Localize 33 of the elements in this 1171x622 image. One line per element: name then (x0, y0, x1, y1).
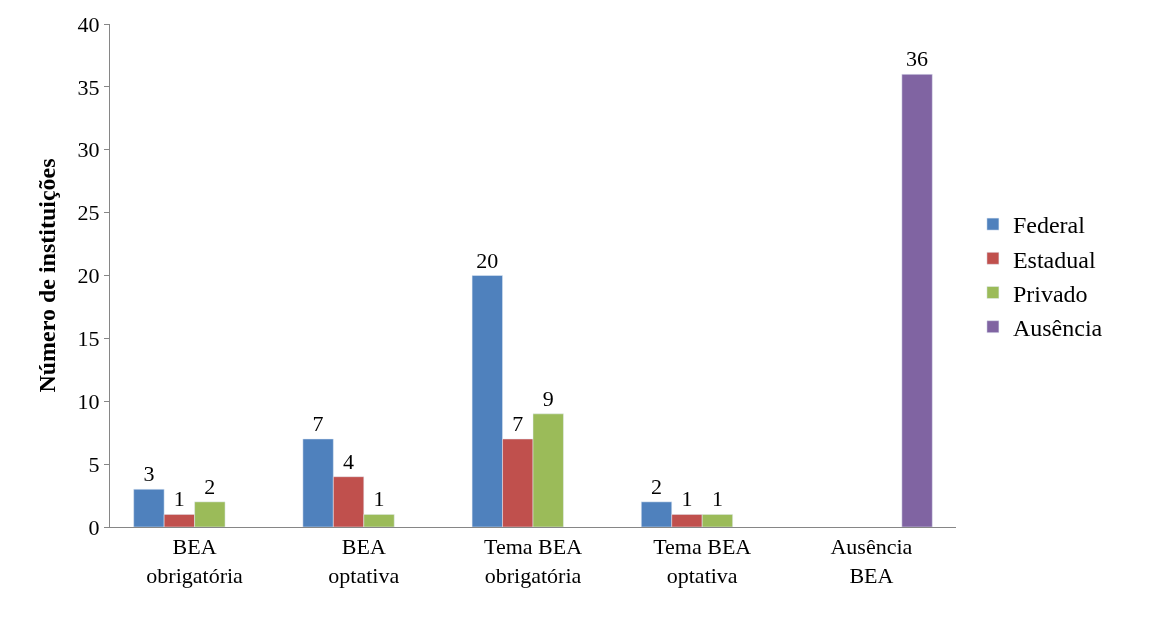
y-tick-label: 15 (77, 326, 100, 352)
legend-label: Estadual (1012, 246, 1096, 273)
data-label: 36 (906, 46, 929, 72)
bar (901, 74, 933, 527)
legend-label: Ausência (1012, 315, 1103, 342)
x-tick-label: Tema BEA optativa (653, 534, 752, 588)
legend-label: Privado (1012, 280, 1088, 307)
x-tick-label: Tema BEA obrigatória (483, 534, 583, 588)
y-tick-label: 35 (77, 74, 100, 100)
x-tick-label: BEA obrigatória (146, 534, 244, 588)
x-tick-label: BEA optativa (328, 534, 400, 588)
y-tick-label: 5 (88, 451, 100, 477)
data-label: 7 (312, 410, 324, 436)
y-tick-label: 25 (77, 200, 100, 226)
data-label: 1 (711, 486, 723, 512)
y-tick-label: 20 (77, 263, 100, 289)
y-tick-label: 30 (77, 137, 100, 163)
data-label: 1 (173, 486, 185, 512)
data-label: 4 (343, 448, 355, 474)
x-tick-label: Ausência BEA (830, 534, 913, 588)
y-axis-title: Número de instituições (33, 158, 60, 393)
data-label: 3 (143, 461, 155, 487)
legend-label: Federal (1012, 212, 1086, 239)
y-tick-label: 10 (77, 388, 100, 414)
data-label: 7 (512, 410, 524, 436)
data-label: 20 (476, 247, 499, 273)
data-label: 1 (681, 486, 693, 512)
y-tick-label: 0 (88, 514, 100, 540)
data-label: 2 (204, 473, 216, 499)
data-label: 9 (542, 385, 554, 411)
data-label: 1 (373, 486, 385, 512)
y-tick-label: 40 (77, 11, 100, 37)
data-label: 2 (651, 473, 663, 499)
